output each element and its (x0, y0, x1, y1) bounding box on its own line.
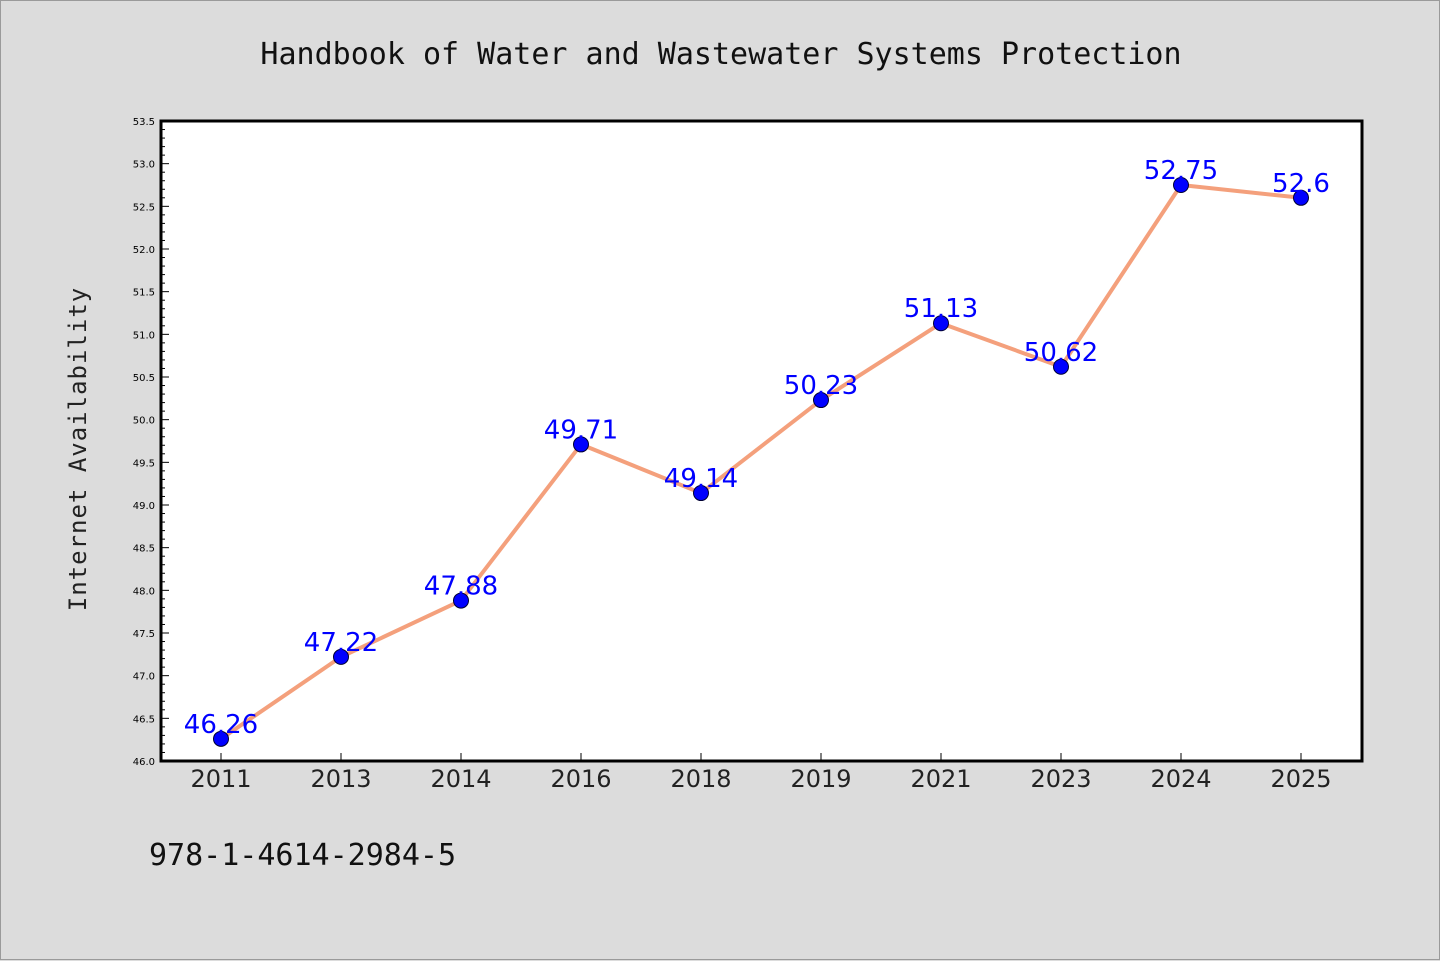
y-axis-label: Internet Availability (64, 287, 92, 611)
data-point (333, 648, 349, 665)
data-label: 49.71 (544, 415, 618, 445)
series-line-group (219, 183, 1302, 741)
plot-area (159, 119, 1364, 763)
y-tick-label: 48.5 (133, 544, 155, 555)
data-labels-group: 46.26 47.22 47.88 49.71 49.14 50.23 51.13 50.62… (184, 156, 1330, 740)
x-tick-label: 2016 (550, 765, 611, 793)
x-axis-ticks: 2011 2013 2014 2016 2018 2019 2021 2023 2024 2025 (190, 753, 1332, 793)
y-tick-label: 51.0 (133, 330, 155, 341)
data-point (573, 436, 589, 453)
data-label: 47.88 (424, 572, 498, 602)
y-tick-label: 52.0 (133, 245, 155, 256)
y-tick-label: 47.0 (133, 672, 155, 683)
data-label: 50.62 (1024, 338, 1098, 368)
data-point (213, 730, 229, 747)
x-tick-label: 2018 (670, 765, 731, 793)
y-tick-label: 50.5 (133, 373, 155, 384)
data-markers-group (213, 177, 1309, 747)
data-point (453, 592, 469, 609)
x-tick-label: 2019 (790, 765, 851, 793)
data-label: 49.14 (664, 464, 738, 494)
x-tick-label: 2021 (910, 765, 971, 793)
chart-title: Handbook of Water and Wastewater Systems… (260, 37, 1181, 72)
data-point (693, 485, 709, 502)
y-tick-label: 53.5 (133, 117, 155, 128)
x-tick-label: 2025 (1270, 765, 1331, 793)
x-tick-label: 2014 (430, 765, 491, 793)
isbn-text: 978-1-4614-2984-5 (149, 838, 456, 873)
data-label: 50.23 (784, 371, 858, 401)
data-point (1293, 189, 1309, 206)
data-label: 51.13 (904, 294, 978, 324)
y-tick-label: 46.0 (133, 757, 155, 768)
data-point (933, 315, 949, 332)
y-tick-label: 51.5 (133, 288, 155, 299)
y-axis-ticks: 46.0 46.5 47.0 47.5 48.0 48.5 49.0 49.5 50.0 50.5… (133, 117, 169, 768)
data-point (813, 392, 829, 409)
data-label: 52.6 (1272, 169, 1330, 199)
y-tick-label: 49.0 (133, 501, 155, 512)
x-tick-label: 2011 (190, 765, 251, 793)
data-point (1053, 358, 1069, 375)
y-tick-label: 53.0 (133, 160, 155, 171)
x-tick-label: 2013 (310, 765, 371, 793)
y-tick-label: 49.5 (133, 458, 155, 469)
x-tick-label: 2023 (1030, 765, 1091, 793)
data-label: 46.26 (184, 710, 258, 740)
y-tick-label: 52.5 (133, 202, 155, 213)
data-point (1173, 177, 1189, 193)
y-tick-label: 50.0 (133, 416, 155, 427)
series-line (219, 183, 1302, 741)
data-label: 52.75 (1144, 156, 1218, 186)
data-label: 47.22 (304, 628, 378, 658)
x-tick-label: 2024 (1150, 765, 1211, 793)
y-tick-label: 48.0 (133, 586, 155, 597)
y-tick-label: 46.5 (133, 714, 155, 725)
y-tick-label: 47.5 (133, 629, 155, 640)
